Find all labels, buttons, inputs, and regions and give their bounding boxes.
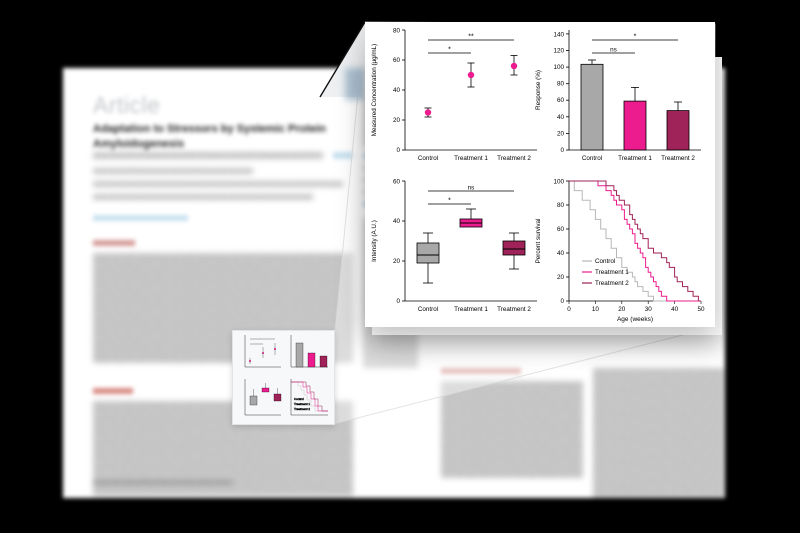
svg-text:0: 0 <box>396 298 400 305</box>
svg-text:Treatment 1: Treatment 1 <box>454 306 488 313</box>
svg-text:**: ** <box>468 34 474 41</box>
svg-text:60: 60 <box>557 97 565 104</box>
svg-text:Treatment 2: Treatment 2 <box>497 306 531 313</box>
svg-text:ns: ns <box>610 47 617 54</box>
svg-text:ns: ns <box>468 185 475 192</box>
svg-text:Treatment 1: Treatment 1 <box>294 402 310 406</box>
svg-text:Control: Control <box>418 155 438 162</box>
svg-text:0: 0 <box>560 147 564 154</box>
svg-text:Treatment 2: Treatment 2 <box>294 407 310 411</box>
svg-text:0: 0 <box>396 147 400 154</box>
svg-text:Age (weeks): Age (weeks) <box>617 316 653 323</box>
svg-text:Percent survival: Percent survival <box>535 219 542 264</box>
svg-text:140: 140 <box>553 31 564 38</box>
svg-text:Control: Control <box>294 397 304 401</box>
svg-text:60: 60 <box>393 57 401 64</box>
svg-text:Intensity (A.U.): Intensity (A.U.) <box>371 220 378 262</box>
svg-text:Treatment 2: Treatment 2 <box>661 155 695 162</box>
svg-text:Treatment 1: Treatment 1 <box>595 269 629 276</box>
svg-text:0: 0 <box>567 306 571 313</box>
svg-text:30: 30 <box>645 306 653 313</box>
svg-text:40: 40 <box>557 250 565 257</box>
svg-text:80: 80 <box>557 202 565 209</box>
svg-text:Control: Control <box>595 258 615 265</box>
svg-text:20: 20 <box>393 258 401 265</box>
svg-text:60: 60 <box>557 226 565 233</box>
svg-text:100: 100 <box>553 179 564 186</box>
svg-text:Control: Control <box>582 155 602 162</box>
svg-text:40: 40 <box>393 87 401 94</box>
svg-text:20: 20 <box>618 306 626 313</box>
svg-text:*: * <box>634 34 637 41</box>
svg-text:Treatment 2: Treatment 2 <box>595 280 629 287</box>
svg-text:10: 10 <box>592 306 600 313</box>
svg-text:40: 40 <box>557 114 565 121</box>
svg-text:40: 40 <box>393 218 401 225</box>
svg-text:60: 60 <box>393 179 401 186</box>
svg-text:40: 40 <box>671 306 679 313</box>
svg-text:0: 0 <box>560 298 564 305</box>
svg-text:20: 20 <box>393 117 401 124</box>
svg-text:Treatment 1: Treatment 1 <box>454 155 488 162</box>
svg-text:*: * <box>448 198 451 205</box>
svg-text:Treatment 1: Treatment 1 <box>618 155 652 162</box>
svg-text:80: 80 <box>557 81 565 88</box>
svg-text:Measured Concentration (µg/mL): Measured Concentration (µg/mL) <box>371 44 378 137</box>
svg-text:80: 80 <box>393 28 401 35</box>
svg-text:*: * <box>448 47 451 54</box>
svg-text:20: 20 <box>557 130 565 137</box>
svg-text:100: 100 <box>553 64 564 71</box>
svg-text:Treatment 2: Treatment 2 <box>497 155 531 162</box>
svg-text:50: 50 <box>697 306 705 313</box>
svg-text:120: 120 <box>553 48 564 55</box>
svg-text:Control: Control <box>418 306 438 313</box>
svg-text:20: 20 <box>557 274 565 281</box>
svg-text:Response (%): Response (%) <box>535 70 542 110</box>
